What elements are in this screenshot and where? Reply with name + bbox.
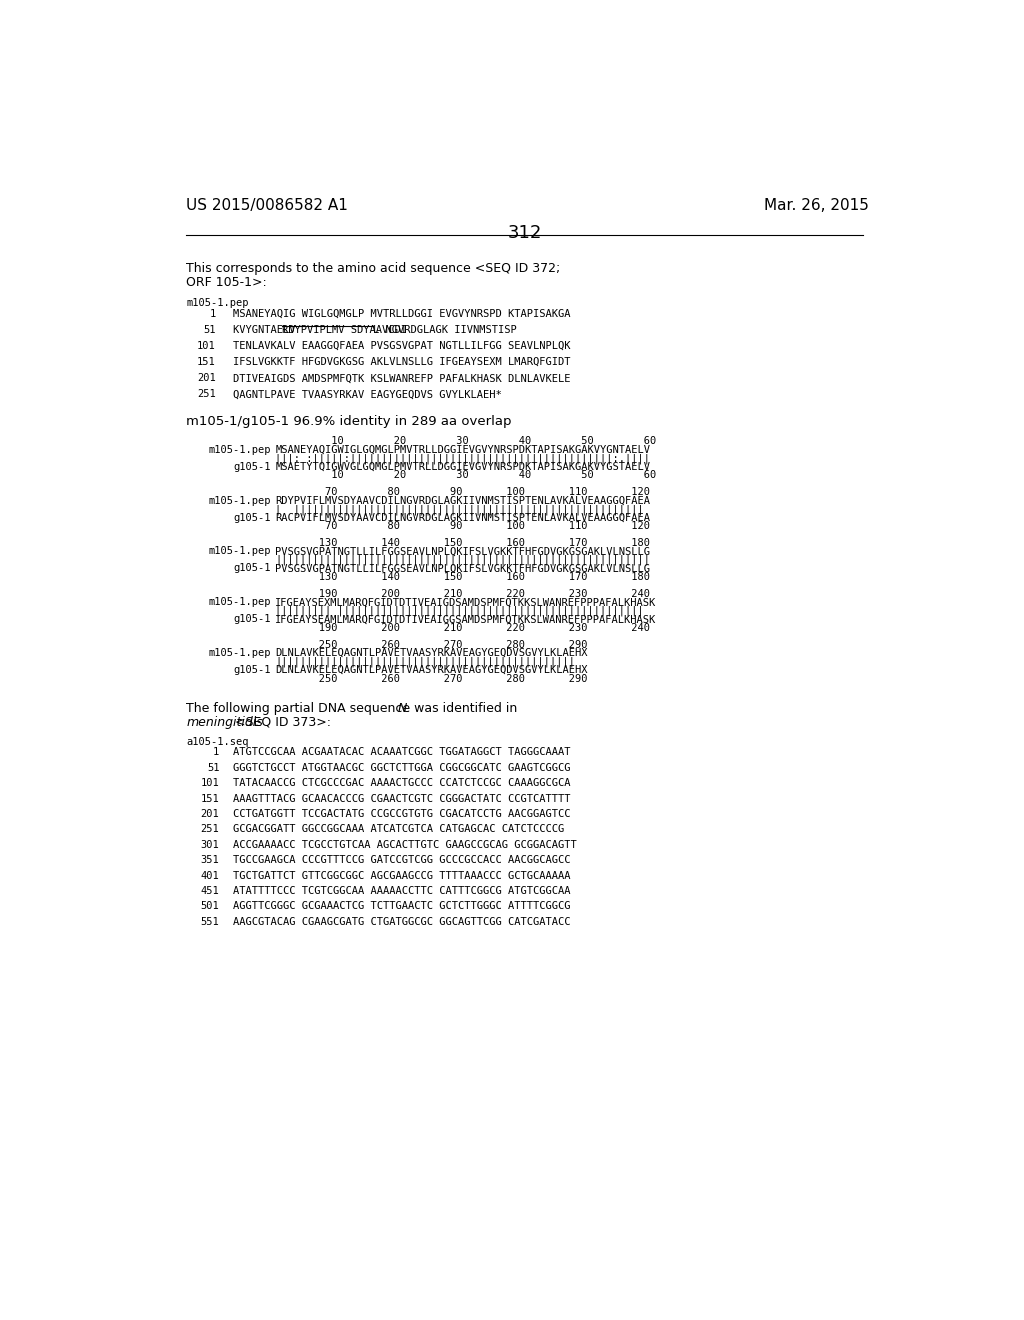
Text: DLNLAVKELEQAGNTLPAVETVAASYRKAVEAGYGEQDVSGVYLKLAEHX: DLNLAVKELEQAGNTLPAVETVAASYRKAVEAGYGEQDVS… [275,665,588,675]
Text: 70        80        90       100       110       120: 70 80 90 100 110 120 [275,487,650,498]
Text: This corresponds to the amino acid sequence <SEQ ID 372;: This corresponds to the amino acid seque… [186,263,560,276]
Text: g105-1: g105-1 [233,665,271,675]
Text: N.: N. [397,702,411,715]
Text: <SEQ ID 373>:: <SEQ ID 373>: [230,715,331,729]
Text: 151: 151 [201,793,219,804]
Text: KVYGNTAELV: KVYGNTAELV [232,325,301,335]
Text: AAGCGTACAG CGAAGCGATG CTGATGGCGC GGCAGTTCGG CATCGATACC: AAGCGTACAG CGAAGCGATG CTGATGGCGC GGCAGTT… [232,917,570,927]
Text: ATATTTTCCC TCGTCGGCAA AAAAACCTTC CATTTCGGCG ATGTCGGCAA: ATATTTTCCC TCGTCGGCAA AAAAACCTTC CATTTCG… [232,886,570,896]
Text: PVSGSVGPATNGTLLILFGGSEAVLNPLQKIFSLVGKKTFHFGDVGKGSGAKLVLNSLLG: PVSGSVGPATNGTLLILFGGSEAVLNPLQKIFSLVGKKTF… [275,564,650,573]
Text: DLNLAVKELEQAGNTLPAVETVAASYRKAVEAGYGEQDVSGVYLKLAEHX: DLNLAVKELEQAGNTLPAVETVAASYRKAVEAGYGEQDVS… [275,648,588,659]
Text: m105-1.pep: m105-1.pep [209,445,271,455]
Text: 151: 151 [197,358,216,367]
Text: 70        80        90       100       110       120: 70 80 90 100 110 120 [275,521,650,531]
Text: 250       260       270       280       290: 250 260 270 280 290 [275,640,588,649]
Text: 130       140       150       160       170       180: 130 140 150 160 170 180 [275,539,650,548]
Text: 101: 101 [201,779,219,788]
Text: TGCCGAAGCA CCCGTTTCCG GATCCGTCGG GCCCGCCACC AACGGCAGCC: TGCCGAAGCA CCCGTTTCCG GATCCGTCGG GCCCGCC… [232,855,570,865]
Text: 190       200       210       220       230       240: 190 200 210 220 230 240 [275,623,650,632]
Text: 51: 51 [203,325,216,335]
Text: ||||||||||||||||||||||||||||||||||||||||||||||||: ||||||||||||||||||||||||||||||||||||||||… [275,656,575,667]
Text: 251: 251 [201,825,219,834]
Text: 401: 401 [201,871,219,880]
Text: RDYPVIFLMVSDYAAVCDILNGVRDGLAGKIIVNMSTISPTENLAVKALVEAAGGQFAEA: RDYPVIFLMVSDYAAVCDILNGVRDGLAGKIIVNMSTISP… [275,496,650,506]
Text: a105-1.seq: a105-1.seq [186,737,249,747]
Text: QAGNTLPAVE TVAASYRKAV EAGYGEQDVS GVYLKLAEH*: QAGNTLPAVE TVAASYRKAV EAGYGEQDVS GVYLKLA… [232,389,502,400]
Text: m105-1.pep: m105-1.pep [209,598,271,607]
Text: 201: 201 [201,809,219,818]
Text: g105-1: g105-1 [233,512,271,523]
Text: 190       200       210       220       230       240: 190 200 210 220 230 240 [275,589,650,599]
Text: meningitidis: meningitidis [186,715,263,729]
Text: IFGEAYSEXMLMARQFGIDTDTIVEAIGDSAMDSPMFQTKKSLWANREFPPPAFALKHASK: IFGEAYSEXMLMARQFGIDTDTIVEAIGDSAMDSPMFQTK… [275,598,656,607]
Text: ACCGAAAACC TCGCCTGTCAA AGCACTTGTC GAAGCCGCAG GCGGACAGTT: ACCGAAAACC TCGCCTGTCAA AGCACTTGTC GAAGCC… [232,840,577,850]
Text: RACPVIFLMVSDYAAVCDILNGVRDGLAGKIIVNMSTISPTENLAVKALVEAAGGQFAEA: RACPVIFLMVSDYAAVCDILNGVRDGLAGKIIVNMSTISP… [275,512,650,523]
Text: 201: 201 [197,374,216,383]
Text: 250       260       270       280       290: 250 260 270 280 290 [275,673,588,684]
Text: g105-1: g105-1 [233,614,271,624]
Text: CCTGATGGTT TCCGACTATG CCGCCGTGTG CGACATCCTG AACGGAGTCC: CCTGATGGTT TCCGACTATG CCGCCGTGTG CGACATC… [232,809,570,818]
Text: m105-1/g105-1 96.9% identity in 289 aa overlap: m105-1/g105-1 96.9% identity in 289 aa o… [186,414,512,428]
Text: Mar. 26, 2015: Mar. 26, 2015 [764,198,868,214]
Text: 1: 1 [209,309,216,318]
Text: 551: 551 [201,917,219,927]
Text: IFSLVGKKTF HFGDVGKGSG AKLVLNSLLG IFGEAYSEXM LMARQFGIDT: IFSLVGKKTF HFGDVGKGSG AKLVLNSLLG IFGEAYS… [232,358,570,367]
Text: IFGEAYSEAMLMARQFGIDTDTIVEAIGGSAMDSPMFQTKKSLWANREFPPPAFALKHASK: IFGEAYSEAMLMARQFGIDTDTIVEAIGGSAMDSPMFQTK… [275,614,656,624]
Text: 1: 1 [213,747,219,758]
Text: AAAGTTTACG GCAACACCCG CGAACTCGTC CGGGACTATC CCGTCATTTT: AAAGTTTACG GCAACACCCG CGAACTCGTC CGGGACT… [232,793,570,804]
Text: MSAETYTQIGWVGLGQMGLPMVTRLLDGGIEVGVYNRSPDKTAPISAKGAKVYGSTAELV: MSAETYTQIGWVGLGQMGLPMVTRLLDGGIEVGVYNRSPD… [275,462,650,471]
Text: g105-1: g105-1 [233,564,271,573]
Text: MSANEYAQIG WIGLGQMGLP MVTRLLDGGI EVGVYNRSPD KTAPISAKGA: MSANEYAQIG WIGLGQMGLP MVTRLLDGGI EVGVYNR… [232,309,570,318]
Text: g105-1: g105-1 [233,462,271,471]
Text: 312: 312 [508,224,542,242]
Text: ||||||||| |||||||||||||||||||||||||||||||||||||||||||||||||: ||||||||| ||||||||||||||||||||||||||||||… [275,606,644,616]
Text: MSANEYAQIGWIGLGQMGLPMVTRLLDGGIEVGVYNRSPDKTAPISAKGAKVYGNTAELV: MSANEYAQIGWIGLGQMGLPMVTRLLDGGIEVGVYNRSPD… [275,445,650,455]
Text: m105-1.pep: m105-1.pep [209,496,271,506]
Text: m105-1.pep: m105-1.pep [209,648,271,659]
Text: 101: 101 [197,341,216,351]
Text: TATACAACCG CTCGCCCGAC AAAACTGCCC CCATCTCCGC CAAAGGCGCA: TATACAACCG CTCGCCCGAC AAAACTGCCC CCATCTC… [232,779,570,788]
Text: L NGVRDGLAGK IIVNMSTISP: L NGVRDGLAGK IIVNMSTISP [373,325,517,335]
Text: GGGTCTGCCT ATGGTAACGC GGCTCTTGGA CGGCGGCATC GAAGTCGGCG: GGGTCTGCCT ATGGTAACGC GGCTCTTGGA CGGCGGC… [232,763,570,772]
Text: ||||||||||||||||||||||||||||||||||||||||||||||||||||||||||||: ||||||||||||||||||||||||||||||||||||||||… [275,554,650,565]
Text: 10        20        30        40        50        60: 10 20 30 40 50 60 [275,437,656,446]
Text: m105-1.pep: m105-1.pep [209,546,271,557]
Text: GCGACGGATT GGCCGGCAAA ATCATCGTCA CATGAGCAC CATCTCCCCG: GCGACGGATT GGCCGGCAAA ATCATCGTCA CATGAGC… [232,825,564,834]
Text: TENLAVKALV EAAGGQFAEA PVSGSVGPAT NGTLLILFGG SEAVLNPLQK: TENLAVKALV EAAGGQFAEA PVSGSVGPAT NGTLLIL… [232,341,570,351]
Text: DTIVEAIGDS AMDSPMFQTK KSLWANREFP PAFALKHASK DLNLAVKELE: DTIVEAIGDS AMDSPMFQTK KSLWANREFP PAFALKH… [232,374,570,383]
Text: AGGTTCGGGC GCGAAACTCG TCTTGAACTC GCTCTTGGGC ATTTTCGGCG: AGGTTCGGGC GCGAAACTCG TCTTGAACTC GCTCTTG… [232,902,570,911]
Text: The following partial DNA sequence was identified in: The following partial DNA sequence was i… [186,702,521,715]
Text: 451: 451 [201,886,219,896]
Text: RDYPVIPLMV SDYAAVCDI: RDYPVIPLMV SDYAAVCDI [283,325,408,335]
Text: |  ||||||||||||||||||||||||||||||||||||||||||||||||||||||||: | ||||||||||||||||||||||||||||||||||||||… [275,504,644,515]
Text: 51: 51 [207,763,219,772]
Text: ORF 105-1>:: ORF 105-1>: [186,276,267,289]
Text: 130       140       150       160       170       180: 130 140 150 160 170 180 [275,572,650,582]
Text: |||: :|||||:||||||||||||||||||||||||||||||||||||||||||:.||||: |||: :|||||:||||||||||||||||||||||||||||… [275,453,650,463]
Text: 10        20        30        40        50        60: 10 20 30 40 50 60 [275,470,656,480]
Text: ATGTCCGCAA ACGAATACAC ACAAATCGGC TGGATAGGCT TAGGGCAAAT: ATGTCCGCAA ACGAATACAC ACAAATCGGC TGGATAG… [232,747,570,758]
Text: m105-1.pep: m105-1.pep [186,298,249,308]
Text: 301: 301 [201,840,219,850]
Text: 351: 351 [201,855,219,865]
Text: PVSGSVGPATNGTLLILFGGSEAVLNPLQKIFSLVGKKTFHFGDVGKGSGAKLVLNSLLG: PVSGSVGPATNGTLLILFGGSEAVLNPLQKIFSLVGKKTF… [275,546,650,557]
Text: 501: 501 [201,902,219,911]
Text: US 2015/0086582 A1: US 2015/0086582 A1 [186,198,348,214]
Text: 251: 251 [197,389,216,400]
Text: TGCTGATTCT GTTCGGCGGC AGCGAAGCCG TTTTAAACCC GCTGCAAAAA: TGCTGATTCT GTTCGGCGGC AGCGAAGCCG TTTTAAA… [232,871,570,880]
